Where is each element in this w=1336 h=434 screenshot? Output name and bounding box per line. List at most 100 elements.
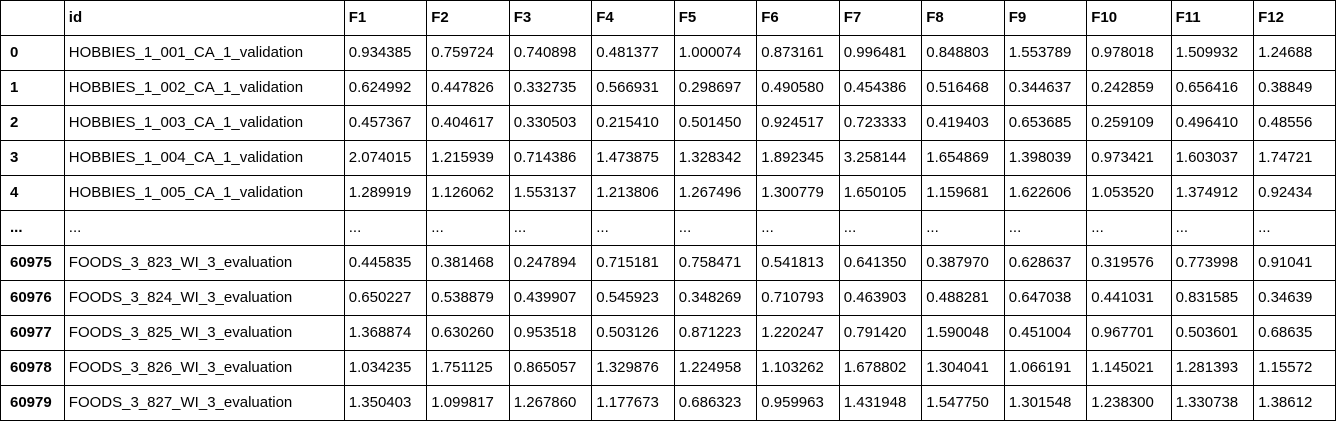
value-cell: 1.267496	[673, 175, 758, 211]
value-cell: 1.678802	[838, 350, 923, 386]
value-cell: 1.751125	[426, 350, 510, 386]
value-cell: 0.298697	[673, 70, 758, 106]
column-header: F11	[1170, 0, 1255, 36]
value-cell: 0.490580	[756, 70, 840, 106]
table-row: 60979 FOODS_3_827_WI_3_evaluation 1.350403…	[0, 385, 1336, 421]
value-cell: 0.463903	[838, 280, 923, 316]
id-cell: HOBBIES_1_001_CA_1_validation	[63, 35, 345, 71]
value-cell: 1.590048	[921, 315, 1005, 351]
row-index: 60979	[0, 385, 65, 421]
table-row: ........................................…	[0, 210, 1336, 246]
value-cell: 0.740898	[508, 35, 593, 71]
value-cell: 0.773998	[1170, 245, 1255, 281]
value-cell: 1.000074	[673, 35, 758, 71]
value-cell: 0.973421	[1086, 140, 1172, 176]
value-cell: 0.38849	[1253, 70, 1336, 106]
value-cell: 0.791420	[838, 315, 923, 351]
value-cell: 0.496410	[1170, 105, 1255, 141]
value-cell: 1.473875	[591, 140, 675, 176]
value-cell: 0.330503	[508, 105, 593, 141]
row-index: 2	[0, 105, 65, 141]
value-cell: 1.553137	[508, 175, 593, 211]
value-cell: 0.503601	[1170, 315, 1255, 351]
table-row: 60977 FOODS_3_825_WI_3_evaluation 1.368874…	[0, 315, 1336, 351]
value-cell: ...	[426, 210, 510, 246]
value-cell: 1.177673	[591, 385, 675, 421]
table-row: 1 HOBBIES_1_002_CA_1_validation 0.624992 0.…	[0, 70, 1336, 106]
value-cell: 0.759724	[426, 35, 510, 71]
value-cell: 1.301548	[1003, 385, 1088, 421]
row-index: 60977	[0, 315, 65, 351]
value-cell: 1.547750	[921, 385, 1005, 421]
value-cell: 0.419403	[921, 105, 1005, 141]
value-cell: 0.715181	[591, 245, 675, 281]
value-cell: 0.451004	[1003, 315, 1088, 351]
value-cell: 0.758471	[673, 245, 758, 281]
header-index-cell	[0, 0, 65, 36]
column-header: F6	[756, 0, 840, 36]
column-header: F7	[838, 0, 923, 36]
value-cell: 0.381468	[426, 245, 510, 281]
value-cell: 1.034235	[343, 350, 428, 386]
row-index: 0	[0, 35, 65, 71]
value-cell: 1.159681	[921, 175, 1005, 211]
value-cell: 0.647038	[1003, 280, 1088, 316]
row-index: 3	[0, 140, 65, 176]
value-cell: 1.24688	[1253, 35, 1336, 71]
value-cell: 1.509932	[1170, 35, 1255, 71]
column-header: F2	[426, 0, 510, 36]
value-cell: 1.215939	[426, 140, 510, 176]
value-cell: 1.350403	[343, 385, 428, 421]
value-cell: 0.404617	[426, 105, 510, 141]
value-cell: 1.650105	[838, 175, 923, 211]
value-cell: ...	[508, 210, 593, 246]
table-body: 0 HOBBIES_1_001_CA_1_validation 0.934385 0.…	[0, 35, 1336, 421]
value-cell: 0.624992	[343, 70, 428, 106]
value-cell: 1.431948	[838, 385, 923, 421]
id-cell: HOBBIES_1_002_CA_1_validation	[63, 70, 345, 106]
value-cell: 1.892345	[756, 140, 840, 176]
table-row: 3 HOBBIES_1_004_CA_1_validation 2.074015 1.…	[0, 140, 1336, 176]
row-index: 60978	[0, 350, 65, 386]
value-cell: 0.68635	[1253, 315, 1336, 351]
value-cell: ...	[673, 210, 758, 246]
value-cell: 0.650227	[343, 280, 428, 316]
value-cell: ...	[756, 210, 840, 246]
value-cell: 0.996481	[838, 35, 923, 71]
value-cell: ...	[591, 210, 675, 246]
value-cell: 0.332735	[508, 70, 593, 106]
value-cell: 3.258144	[838, 140, 923, 176]
value-cell: 0.481377	[591, 35, 675, 71]
value-cell: 0.541813	[756, 245, 840, 281]
id-cell: FOODS_3_825_WI_3_evaluation	[63, 315, 345, 351]
value-cell: 0.387970	[921, 245, 1005, 281]
value-cell: 0.873161	[756, 35, 840, 71]
value-cell: 0.848803	[921, 35, 1005, 71]
value-cell: 1.38612	[1253, 385, 1336, 421]
value-cell: 1.224958	[673, 350, 758, 386]
value-cell: 0.959963	[756, 385, 840, 421]
value-cell: ...	[1003, 210, 1088, 246]
value-cell: 1.066191	[1003, 350, 1088, 386]
value-cell: 0.441031	[1086, 280, 1172, 316]
value-cell: 0.538879	[426, 280, 510, 316]
value-cell: 1.126062	[426, 175, 510, 211]
value-cell: 0.871223	[673, 315, 758, 351]
value-cell: 1.374912	[1170, 175, 1255, 211]
value-cell: 0.259109	[1086, 105, 1172, 141]
table-row: 60975 FOODS_3_823_WI_3_evaluation 0.445835…	[0, 245, 1336, 281]
value-cell: ...	[1086, 210, 1172, 246]
row-index: 60975	[0, 245, 65, 281]
value-cell: 0.91041	[1253, 245, 1336, 281]
value-cell: 0.656416	[1170, 70, 1255, 106]
value-cell: 0.978018	[1086, 35, 1172, 71]
id-cell: ...	[63, 210, 345, 246]
value-cell: 1.603037	[1170, 140, 1255, 176]
value-cell: 0.545923	[591, 280, 675, 316]
value-cell: 0.92434	[1253, 175, 1336, 211]
value-cell: 0.454386	[838, 70, 923, 106]
value-cell: 1.368874	[343, 315, 428, 351]
value-cell: 1.15572	[1253, 350, 1336, 386]
value-cell: 1.553789	[1003, 35, 1088, 71]
id-cell: HOBBIES_1_005_CA_1_validation	[63, 175, 345, 211]
